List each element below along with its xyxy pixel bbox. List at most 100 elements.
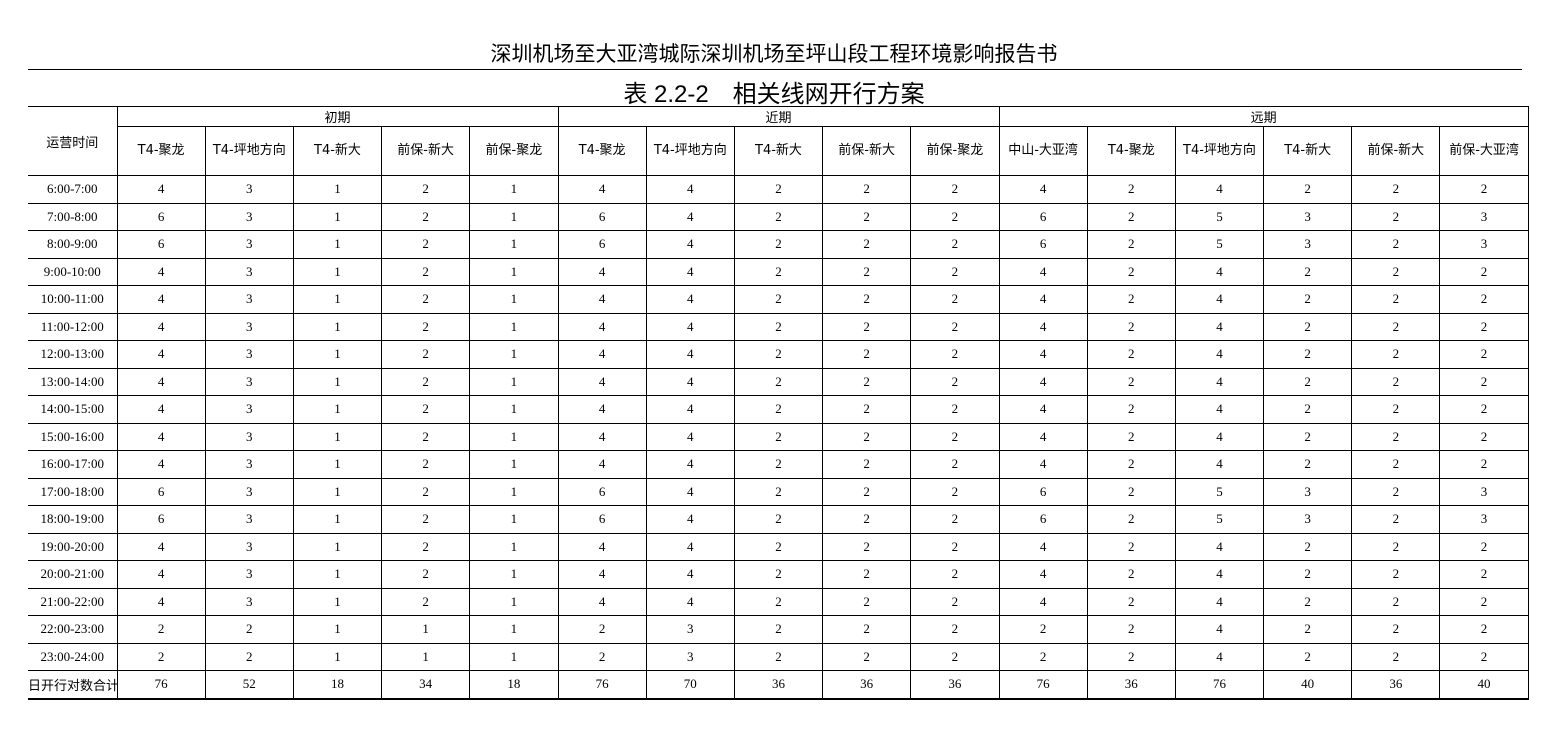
value-cell: 1: [292, 312, 383, 341]
value-cell: 2: [1351, 367, 1441, 396]
value-cell: 2: [733, 175, 824, 204]
value-cell: 2: [1351, 532, 1441, 561]
value-cell: 2: [1263, 367, 1353, 396]
value-cell: 2: [910, 560, 1000, 589]
value-cell: 3: [645, 615, 735, 644]
value-cell: 4: [645, 422, 735, 451]
value-cell: 2: [1439, 367, 1529, 396]
time-cell: 11:00-12:00: [28, 312, 118, 341]
time-cell: 15:00-16:00: [28, 422, 118, 451]
value-cell: 4: [645, 587, 735, 616]
value-cell: 3: [1263, 202, 1353, 231]
value-cell: 2: [381, 477, 471, 506]
value-cell: 2: [1351, 230, 1441, 259]
value-cell: 3: [204, 230, 294, 259]
value-cell: 4: [1174, 285, 1265, 314]
corner-cell: 运营时间: [28, 106, 118, 176]
value-cell: 1: [292, 367, 383, 396]
value-cell: 2: [822, 587, 912, 616]
value-cell: 2: [1351, 422, 1441, 451]
column-header: 前保-聚龙: [469, 126, 559, 176]
value-cell: 4: [557, 532, 647, 561]
value-cell: 2: [381, 505, 471, 534]
value-cell: 2: [1263, 560, 1353, 589]
value-cell: 4: [998, 450, 1088, 479]
value-cell: 2: [1086, 422, 1176, 451]
value-cell: 2: [1351, 642, 1441, 671]
value-cell: 4: [116, 395, 206, 424]
value-cell: 2: [381, 367, 471, 396]
value-cell: 3: [204, 340, 294, 369]
total-cell: 18: [469, 670, 559, 700]
data-row: 12:00-13:00 4 3 1 2 1 4 4 2 2 2 4 2 4 2 2 2: [28, 340, 1529, 369]
header-rule: [28, 69, 1522, 70]
data-row: 10:00-11:00 4 3 1 2 1 4 4 2 2 2 4 2 4 2 2 2: [28, 285, 1529, 314]
value-cell: 2: [381, 230, 471, 259]
value-cell: 4: [998, 175, 1088, 204]
value-cell: 2: [910, 367, 1000, 396]
value-cell: 2: [910, 395, 1000, 424]
time-cell: 16:00-17:00: [28, 450, 118, 479]
column-header: T4-聚龙: [116, 126, 206, 176]
value-cell: 2: [1263, 175, 1353, 204]
data-row: 18:00-19:00 6 3 1 2 1 6 4 2 2 2 6 2 5 3 2 3: [28, 505, 1529, 534]
value-cell: 1: [469, 175, 559, 204]
value-cell: 4: [1174, 175, 1265, 204]
data-row: 22:00-23:00 2 2 1 1 1 2 3 2 2 2 2 2 4 2 2 2: [28, 615, 1529, 644]
column-header: 前保-聚龙: [910, 126, 1000, 176]
value-cell: 6: [557, 230, 647, 259]
value-cell: 2: [1439, 587, 1529, 616]
value-cell: 3: [204, 175, 294, 204]
value-cell: 2: [910, 450, 1000, 479]
value-cell: 1: [292, 202, 383, 231]
value-cell: 2: [910, 477, 1000, 506]
value-cell: 2: [910, 175, 1000, 204]
column-header: 前保-新大: [1351, 126, 1441, 176]
column-header: T4-坪地方向: [204, 126, 294, 176]
value-cell: 1: [469, 367, 559, 396]
value-cell: 1: [292, 505, 383, 534]
value-cell: 1: [469, 312, 559, 341]
value-cell: 2: [116, 615, 206, 644]
value-cell: 2: [1086, 285, 1176, 314]
value-cell: 5: [1174, 230, 1265, 259]
value-cell: 2: [910, 285, 1000, 314]
value-cell: 1: [469, 505, 559, 534]
value-cell: 4: [645, 202, 735, 231]
value-cell: 4: [1174, 587, 1265, 616]
value-cell: 2: [1086, 477, 1176, 506]
value-cell: 4: [1174, 257, 1265, 286]
value-cell: 2: [1351, 450, 1441, 479]
value-cell: 4: [645, 367, 735, 396]
value-cell: 2: [1439, 615, 1529, 644]
value-cell: 2: [1351, 395, 1441, 424]
value-cell: 2: [1086, 202, 1176, 231]
value-cell: 3: [1263, 230, 1353, 259]
value-cell: 2: [381, 532, 471, 561]
value-cell: 4: [557, 257, 647, 286]
data-row: 14:00-15:00 4 3 1 2 1 4 4 2 2 2 4 2 4 2 2 2: [28, 395, 1529, 424]
value-cell: 3: [204, 202, 294, 231]
value-cell: 2: [1351, 312, 1441, 341]
value-cell: 2: [822, 312, 912, 341]
data-row: 19:00-20:00 4 3 1 2 1 4 4 2 2 2 4 2 4 2 2 2: [28, 532, 1529, 561]
value-cell: 4: [1174, 642, 1265, 671]
value-cell: 4: [998, 312, 1088, 341]
value-cell: 1: [292, 532, 383, 561]
value-cell: 2: [733, 615, 824, 644]
value-cell: 4: [645, 230, 735, 259]
value-cell: 2: [910, 422, 1000, 451]
value-cell: 2: [998, 642, 1088, 671]
value-cell: 1: [469, 532, 559, 561]
value-cell: 2: [381, 312, 471, 341]
value-cell: 4: [998, 367, 1088, 396]
value-cell: 1: [469, 340, 559, 369]
schedule-table: 运营时间 初期 近期 远期 T4-聚龙 T4-坪地方向 T4-新大 前保-新大 前保-聚龙 T4-…: [28, 106, 1529, 700]
value-cell: 4: [557, 367, 647, 396]
value-cell: 1: [469, 587, 559, 616]
value-cell: 1: [469, 615, 559, 644]
value-cell: 2: [733, 312, 824, 341]
value-cell: 1: [469, 257, 559, 286]
value-cell: 2: [1086, 257, 1176, 286]
value-cell: 4: [557, 340, 647, 369]
